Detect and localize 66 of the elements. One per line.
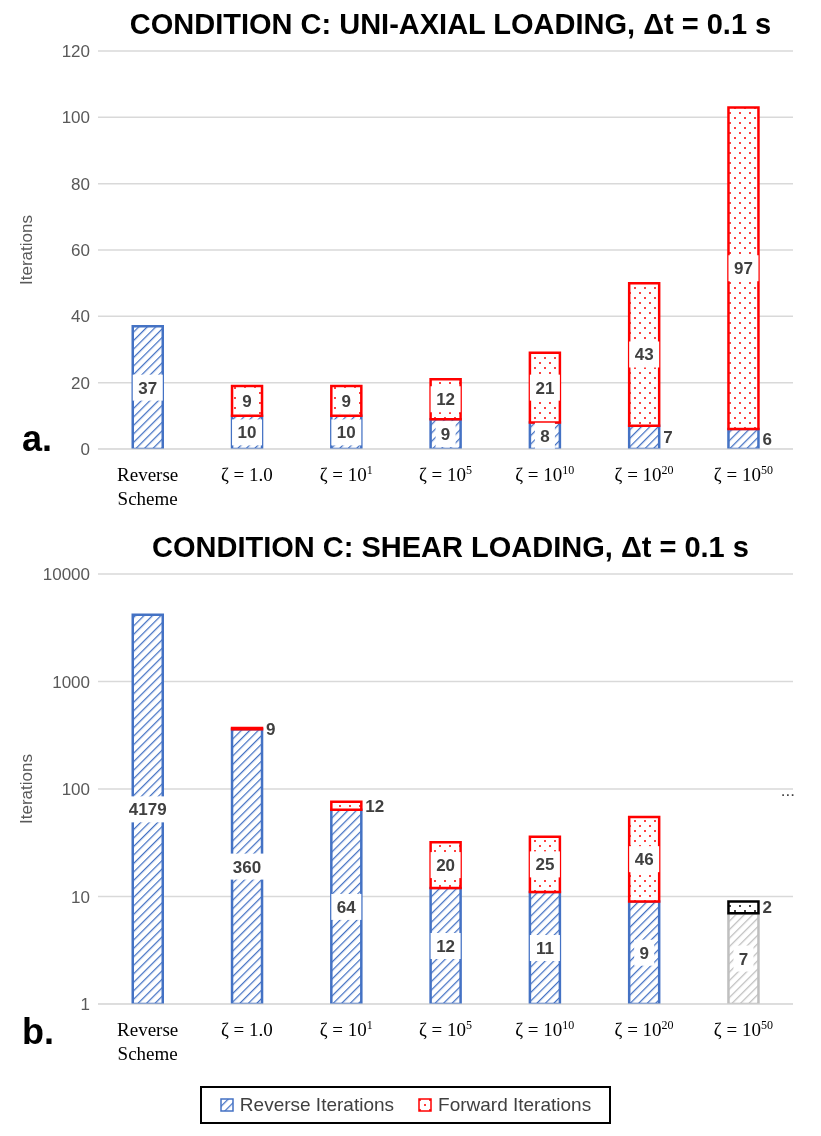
x-tick-label: ζ = 1.0 [221, 1019, 273, 1040]
y-tick-label: 20 [71, 373, 90, 393]
x-tick-label: Reverse Scheme [117, 1019, 179, 1064]
x-tick-label: ζ = 10$^{10}$ [515, 463, 575, 485]
data-label: 12 [436, 390, 456, 410]
chart-title: CONDITION C: SHEAR LOADING, Δt = 0.1 s [151, 531, 750, 564]
x-tick-label: Reverse Scheme [117, 464, 179, 509]
y-tick-label: 120 [61, 42, 90, 62]
x-tick-label: ζ = 10$^{10}$ [515, 1018, 575, 1040]
y-tick-label: 100 [61, 780, 90, 800]
bar [131, 613, 164, 1004]
text: a. [22, 418, 53, 460]
y-tick-label: 80 [71, 174, 90, 194]
y-tick-label: 40 [71, 307, 90, 327]
data-label: 9 [341, 391, 352, 411]
data-label: 12 [365, 796, 385, 816]
x-tick-label: ζ = 1.0 [221, 464, 273, 485]
x-tick-label: ζ = 10$^{20}$ [614, 463, 674, 485]
data-label: 6 [762, 430, 772, 450]
y-axis-title: Iterations [17, 754, 37, 824]
x-tick-label: ζ = 10$^{1}$ [319, 463, 373, 485]
x-tick-label: ζ = 10$^{20}$ [614, 1018, 674, 1040]
data-label: 20 [436, 856, 456, 876]
chart-title: CONDITION C: UNI-AXIAL LOADING, Δt = 0.1 s [128, 8, 773, 41]
y-axis-title: Iterations [17, 215, 37, 285]
data-label: 43 [634, 345, 654, 365]
data-label: 9 [242, 391, 252, 411]
data-label: 360 [232, 857, 262, 877]
data-label: 11 [535, 939, 554, 959]
legend-label: Forward Iterations [437, 1094, 592, 1116]
data-label: 4179 [128, 800, 167, 820]
legend-label: Reverse Iterations [238, 1094, 395, 1116]
x-tick-label: ζ = 10$^{5}$ [418, 1018, 473, 1040]
data-label: 7 [738, 949, 749, 969]
y-tick-label: 1 [80, 995, 90, 1015]
data-label: 7 [663, 428, 673, 448]
x-tick-label: ζ = 10$^{5}$ [418, 463, 473, 485]
data-label: 64 [336, 897, 357, 917]
data-label: 9 [266, 719, 276, 739]
data-label: 9 [440, 425, 451, 445]
bar [330, 808, 363, 1004]
y-tick-label: 60 [71, 241, 90, 261]
x-tick-label: ζ = 10$^{1}$ [319, 1018, 373, 1040]
y-tick-label: 10 [71, 887, 90, 907]
x-tick-label: ζ = 10$^{50}$ [713, 1018, 773, 1040]
data-label: 46 [634, 850, 654, 870]
y-tick-label: 1000 [52, 672, 90, 692]
annotation: ... [780, 781, 795, 801]
y-tick-label: 10000 [42, 565, 90, 585]
data-label: 97 [734, 259, 753, 279]
data-label: 12 [436, 936, 456, 956]
x-tick-label: ζ = 10$^{50}$ [713, 463, 773, 485]
data-label: 10 [237, 423, 257, 443]
y-tick-label: 0 [80, 440, 90, 460]
data-label: 37 [138, 378, 158, 398]
data-label: 25 [535, 855, 555, 875]
text: b. [22, 1011, 54, 1053]
data-label: 21 [535, 378, 555, 398]
y-tick-label: 100 [61, 108, 90, 128]
bar [727, 106, 760, 431]
bar [727, 900, 760, 915]
data-label: 2 [762, 898, 772, 918]
data-label: 10 [336, 423, 356, 443]
data-label: 8 [540, 426, 550, 446]
bar [330, 800, 363, 812]
data-label: 9 [639, 943, 649, 963]
